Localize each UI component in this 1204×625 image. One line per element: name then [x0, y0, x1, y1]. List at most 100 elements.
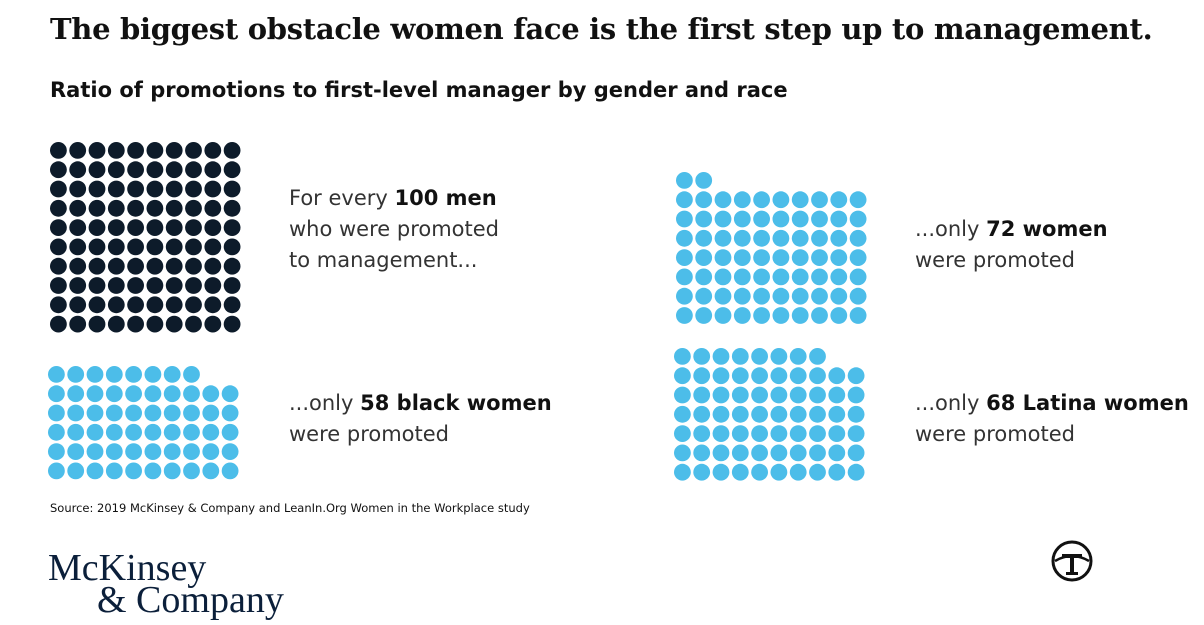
dot-black-women-52: [105, 462, 123, 480]
dot-women-11: [830, 191, 848, 209]
dot-women-65: [714, 307, 732, 324]
dot-men-63: [88, 257, 106, 275]
dot-women-21: [830, 210, 848, 228]
dot-black-women-53: [125, 462, 142, 480]
dot-latina-women-54: [770, 444, 788, 462]
dot-men-13: [88, 161, 106, 179]
dot-black-women-36: [183, 423, 200, 441]
chart-title: The biggest obstacle women face is the f…: [50, 12, 1153, 46]
dot-women-50: [811, 268, 828, 286]
dot-women-10: [811, 191, 828, 209]
dot-women-61: [830, 287, 848, 305]
dot-men-38: [185, 199, 202, 217]
dot-black-women-31: [86, 423, 104, 441]
dot-black-women-45: [163, 443, 181, 460]
dot-men-21: [50, 180, 67, 198]
dot-black-women-25: [163, 404, 181, 422]
dot-men-69: [204, 257, 222, 275]
dot-black-women-24: [144, 404, 162, 422]
dot-black-women-40: [67, 443, 85, 460]
dot-women-41: [830, 249, 848, 266]
dot-men-28: [185, 180, 202, 198]
dot-men-35: [127, 199, 144, 217]
dot-men-19: [204, 161, 222, 179]
caption-black-women: ...only 58 black women were promoted: [289, 391, 552, 446]
dot-black-women-6: [144, 366, 162, 383]
dot-men-96: [146, 315, 164, 333]
mckinsey-logo-line2: & Company: [97, 579, 284, 621]
dot-black-women-41: [86, 443, 104, 460]
dot-men-94: [107, 315, 125, 333]
dot-black-women-16: [183, 385, 200, 403]
dot-men-57: [165, 238, 183, 256]
dot-men-48: [185, 219, 202, 236]
dot-black-women-1: [48, 366, 65, 383]
dot-men-90: [223, 296, 241, 314]
dot-men-92: [69, 315, 87, 333]
dot-men-87: [165, 296, 183, 314]
dot-women-17: [753, 210, 770, 228]
dot-black-women-30: [67, 423, 85, 441]
dot-black-women-56: [183, 462, 200, 480]
dot-latina-women-59: [674, 463, 691, 481]
dot-black-women-3: [86, 366, 104, 383]
dot-latina-women-29: [674, 405, 691, 423]
dot-women-15: [714, 210, 732, 228]
dot-women-42: [849, 249, 867, 266]
dot-women-64: [695, 307, 713, 324]
dot-men-25: [127, 180, 144, 198]
dot-men-52: [69, 238, 87, 256]
dot-men-64: [107, 257, 125, 275]
dot-black-women-2: [67, 366, 85, 383]
dot-latina-women-67: [828, 463, 846, 481]
dot-women-31: [830, 229, 848, 247]
dot-men-85: [127, 296, 144, 314]
dot-women-32: [849, 229, 867, 247]
dot-black-women-22: [105, 404, 123, 422]
dot-men-29: [204, 180, 222, 198]
dot-latina-women-9: [674, 367, 691, 385]
dot-men-78: [185, 277, 202, 294]
dot-latina-women-41: [712, 425, 730, 442]
dot-women-24: [695, 229, 713, 247]
dot-men-54: [107, 238, 125, 256]
dot-latina-women-13: [751, 367, 768, 385]
dot-black-women-37: [202, 423, 220, 441]
dot-men-41: [50, 219, 67, 236]
waffle-grid-men: [50, 142, 241, 333]
dot-women-62: [849, 287, 867, 305]
dot-latina-women-2: [693, 348, 711, 365]
dot-women-13: [676, 210, 693, 228]
dot-latina-women-6: [770, 348, 788, 365]
dot-black-women-5: [125, 366, 142, 383]
dot-latina-women-64: [770, 463, 788, 481]
dot-women-68: [772, 307, 790, 324]
dot-women-38: [772, 249, 790, 266]
dot-men-65: [127, 257, 144, 275]
dot-men-84: [107, 296, 125, 314]
dot-black-women-47: [202, 443, 220, 460]
dot-latina-women-44: [770, 425, 788, 442]
dot-black-women-46: [183, 443, 200, 460]
dot-black-women-14: [144, 385, 162, 403]
dot-women-20: [811, 210, 828, 228]
dot-black-women-54: [144, 462, 162, 480]
dot-women-47: [753, 268, 770, 286]
dot-women-28: [772, 229, 790, 247]
dot-men-51: [50, 238, 67, 256]
dot-latina-women-46: [809, 425, 826, 442]
dot-latina-women-8: [809, 348, 826, 365]
dot-men-47: [165, 219, 183, 236]
dot-women-59: [791, 287, 809, 305]
dot-men-99: [204, 315, 222, 333]
dot-women-46: [733, 268, 751, 286]
dot-men-30: [223, 180, 241, 198]
dot-men-74: [107, 277, 125, 294]
dot-black-women-7: [163, 366, 181, 383]
dot-women-34: [695, 249, 713, 266]
dot-women-53: [676, 287, 693, 305]
caption-women-value: 72 women: [986, 217, 1108, 241]
dot-men-61: [50, 257, 67, 275]
caption-men: For every 100 men who were promoted to m…: [289, 186, 500, 272]
dot-black-women-17: [202, 385, 220, 403]
